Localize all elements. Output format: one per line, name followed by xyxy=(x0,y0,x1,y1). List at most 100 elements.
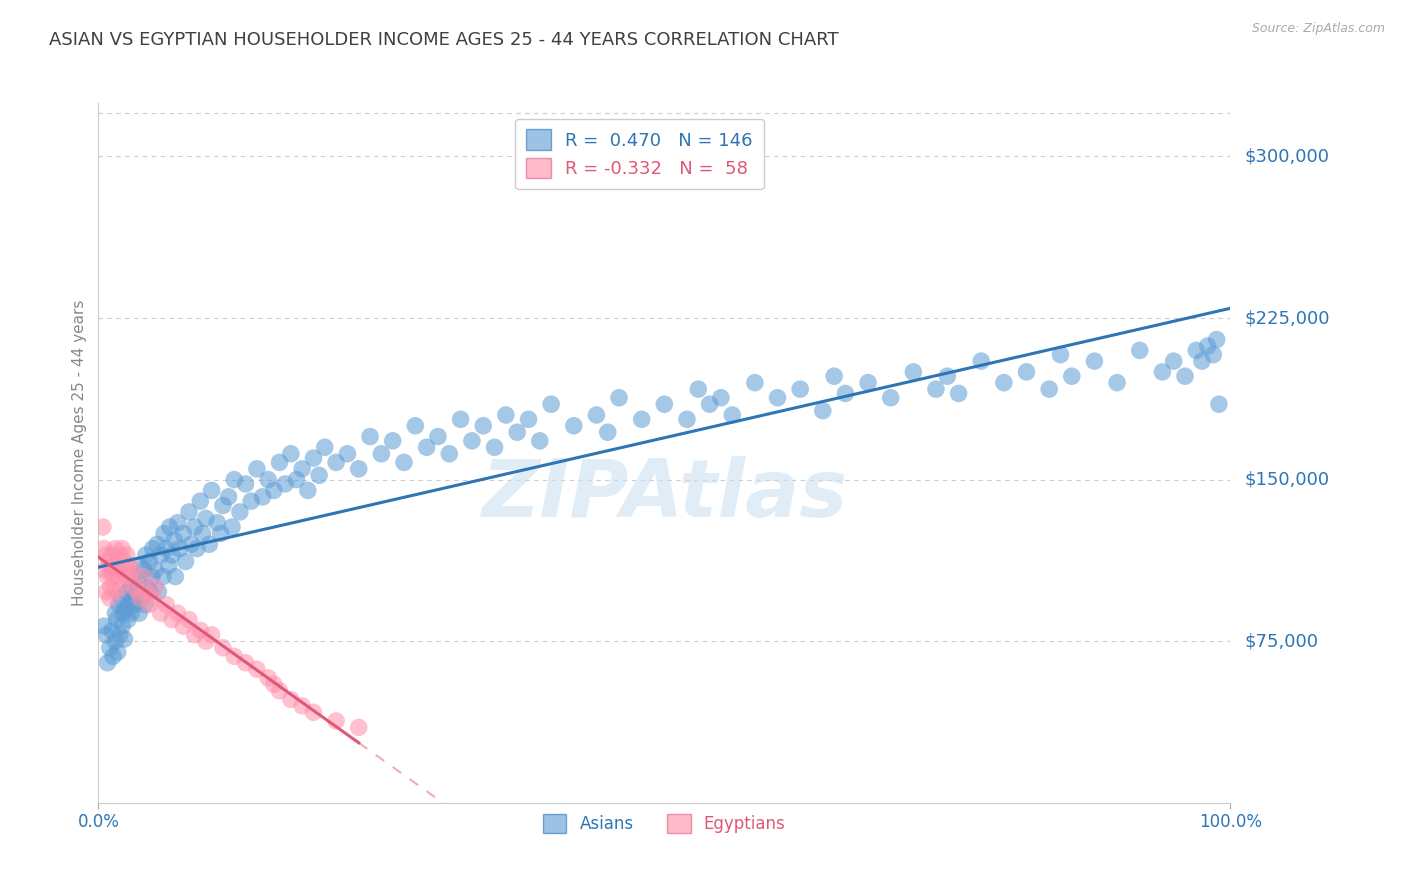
Point xyxy=(143,580,166,594)
Point xyxy=(370,447,392,461)
Point xyxy=(257,671,280,685)
Point xyxy=(948,386,970,401)
Point xyxy=(562,418,585,433)
Point xyxy=(439,447,461,461)
Point xyxy=(183,520,205,534)
Point xyxy=(789,382,811,396)
Point xyxy=(484,440,506,454)
Point xyxy=(688,382,710,396)
Text: ASIAN VS EGYPTIAN HOUSEHOLDER INCOME AGES 25 - 44 YEARS CORRELATION CHART: ASIAN VS EGYPTIAN HOUSEHOLDER INCOME AGE… xyxy=(49,31,839,49)
Point xyxy=(97,554,120,568)
Point xyxy=(101,649,124,664)
Point xyxy=(135,548,157,562)
Point xyxy=(415,440,437,454)
Point xyxy=(201,483,224,498)
Point xyxy=(115,548,138,562)
Point xyxy=(118,558,141,573)
Point xyxy=(138,598,160,612)
Point xyxy=(138,554,160,568)
Point xyxy=(221,520,243,534)
Point xyxy=(108,548,131,562)
Point xyxy=(1185,343,1208,358)
Point xyxy=(461,434,484,448)
Point xyxy=(207,516,229,530)
Point xyxy=(165,569,187,583)
Point xyxy=(347,720,370,734)
Point xyxy=(104,541,127,556)
Point xyxy=(269,455,291,469)
Point xyxy=(107,645,129,659)
Point xyxy=(149,548,172,562)
Point xyxy=(153,526,176,541)
Point xyxy=(314,440,336,454)
Point xyxy=(252,490,274,504)
Point xyxy=(111,541,134,556)
Point xyxy=(98,591,121,606)
Point xyxy=(450,412,472,426)
Point xyxy=(142,591,165,606)
Point xyxy=(744,376,766,390)
Point xyxy=(114,602,136,616)
Point xyxy=(596,425,619,440)
Point xyxy=(325,714,347,728)
Point xyxy=(93,619,115,633)
Point xyxy=(212,640,235,655)
Point xyxy=(112,563,135,577)
Point xyxy=(155,598,177,612)
Point xyxy=(135,584,157,599)
Point xyxy=(120,569,142,583)
Point xyxy=(280,447,302,461)
Point xyxy=(169,541,191,556)
Point xyxy=(630,412,652,426)
Point xyxy=(1163,354,1185,368)
Point xyxy=(1060,369,1083,384)
Point xyxy=(96,656,118,670)
Point xyxy=(1129,343,1152,358)
Point xyxy=(93,541,115,556)
Point xyxy=(115,584,138,599)
Point xyxy=(107,598,129,612)
Point xyxy=(285,473,308,487)
Point xyxy=(121,563,143,577)
Point xyxy=(246,662,269,676)
Point xyxy=(308,468,330,483)
Point xyxy=(149,606,172,620)
Point xyxy=(96,584,118,599)
Point xyxy=(127,576,149,591)
Point xyxy=(257,473,280,487)
Point xyxy=(132,569,155,583)
Point xyxy=(392,455,415,469)
Point xyxy=(114,569,136,583)
Point xyxy=(117,613,139,627)
Point xyxy=(136,580,159,594)
Point xyxy=(1038,382,1060,396)
Point xyxy=(218,490,240,504)
Point xyxy=(101,569,124,583)
Text: Source: ZipAtlas.com: Source: ZipAtlas.com xyxy=(1251,22,1385,36)
Point xyxy=(993,376,1015,390)
Point xyxy=(263,483,285,498)
Point xyxy=(472,418,495,433)
Point xyxy=(104,584,127,599)
Point xyxy=(224,473,246,487)
Point xyxy=(96,569,118,583)
Point xyxy=(676,412,699,426)
Point xyxy=(155,541,177,556)
Point xyxy=(1191,354,1213,368)
Y-axis label: Householder Income Ages 25 - 44 years: Householder Income Ages 25 - 44 years xyxy=(72,300,87,606)
Point xyxy=(101,548,124,562)
Point xyxy=(125,584,148,599)
Point xyxy=(1107,376,1129,390)
Point xyxy=(699,397,721,411)
Point xyxy=(157,558,180,573)
Point xyxy=(124,580,146,594)
Point xyxy=(302,706,325,720)
Point xyxy=(970,354,993,368)
Point xyxy=(118,598,141,612)
Point xyxy=(585,408,607,422)
Point xyxy=(529,434,551,448)
Point xyxy=(359,429,381,443)
Point xyxy=(1083,354,1105,368)
Point xyxy=(224,649,246,664)
Point xyxy=(143,563,166,577)
